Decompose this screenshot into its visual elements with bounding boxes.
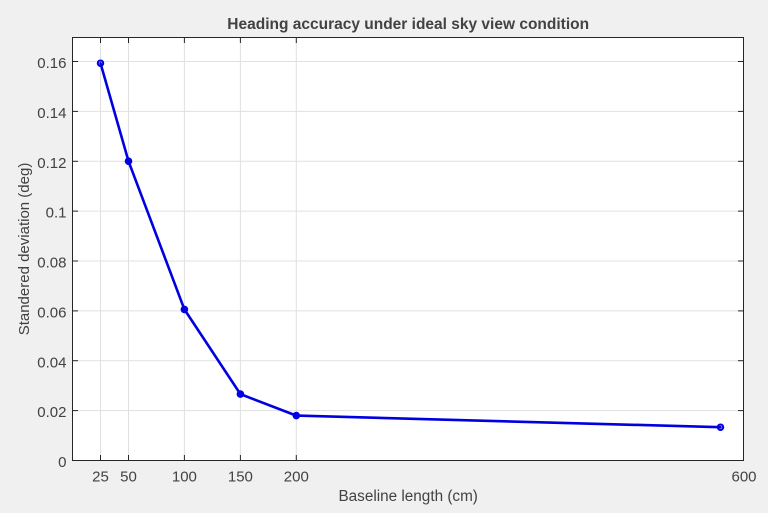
svg-text:0: 0 (58, 454, 66, 471)
svg-text:0.12: 0.12 (37, 155, 66, 172)
svg-text:0.08: 0.08 (37, 255, 66, 272)
svg-text:25: 25 (92, 469, 109, 486)
svg-text:Baseline length (cm): Baseline length (cm) (338, 488, 477, 505)
svg-text:0.04: 0.04 (37, 354, 66, 371)
svg-text:0.14: 0.14 (37, 105, 66, 122)
svg-text:50: 50 (120, 469, 137, 486)
svg-text:0.02: 0.02 (37, 404, 66, 421)
svg-text:0.06: 0.06 (37, 305, 66, 322)
svg-text:Heading accuracy under ideal s: Heading accuracy under ideal sky view co… (227, 16, 589, 33)
svg-text:0.16: 0.16 (37, 55, 66, 72)
svg-text:200: 200 (284, 469, 309, 486)
svg-text:Standered deviation (deg): Standered deviation (deg) (16, 163, 33, 336)
svg-text:0.1: 0.1 (46, 205, 67, 222)
svg-text:150: 150 (228, 469, 253, 486)
svg-text:600: 600 (731, 469, 756, 486)
svg-text:100: 100 (172, 469, 197, 486)
